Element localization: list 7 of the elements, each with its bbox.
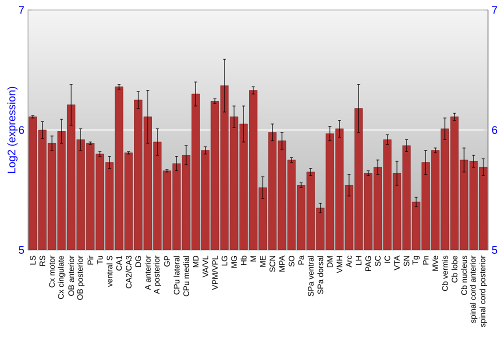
y-tick-label: 7 bbox=[18, 6, 24, 14]
y2-tick-label: 5 bbox=[492, 246, 498, 254]
y-tick-label: 6 bbox=[18, 126, 24, 134]
y-axis-title: Log2 (expression) bbox=[7, 86, 18, 173]
y-tick-label: 5 bbox=[18, 246, 24, 254]
y2-tick-label: 7 bbox=[492, 6, 498, 14]
y2-tick-label: 6 bbox=[492, 126, 498, 134]
